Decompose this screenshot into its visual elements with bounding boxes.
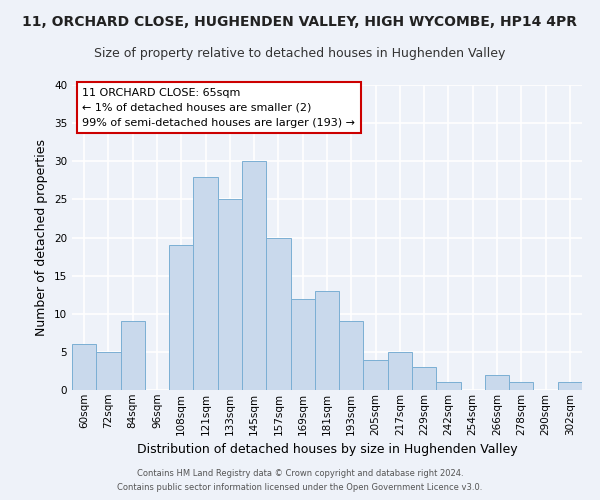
Bar	[96, 352, 121, 390]
Text: 11 ORCHARD CLOSE: 65sqm
← 1% of detached houses are smaller (2)
99% of semi-deta: 11 ORCHARD CLOSE: 65sqm ← 1% of detached…	[82, 88, 355, 128]
Bar	[558, 382, 582, 390]
Bar	[290, 298, 315, 390]
Bar	[266, 238, 290, 390]
Text: Size of property relative to detached houses in Hughenden Valley: Size of property relative to detached ho…	[94, 48, 506, 60]
Bar	[436, 382, 461, 390]
Bar	[218, 200, 242, 390]
Bar	[339, 322, 364, 390]
Text: Contains HM Land Registry data © Crown copyright and database right 2024.: Contains HM Land Registry data © Crown c…	[137, 468, 463, 477]
Bar	[169, 245, 193, 390]
Bar	[485, 375, 509, 390]
Bar	[193, 176, 218, 390]
Bar	[242, 161, 266, 390]
X-axis label: Distribution of detached houses by size in Hughenden Valley: Distribution of detached houses by size …	[137, 443, 517, 456]
Bar	[412, 367, 436, 390]
Text: 11, ORCHARD CLOSE, HUGHENDEN VALLEY, HIGH WYCOMBE, HP14 4PR: 11, ORCHARD CLOSE, HUGHENDEN VALLEY, HIG…	[23, 15, 577, 29]
Bar	[121, 322, 145, 390]
Bar	[509, 382, 533, 390]
Y-axis label: Number of detached properties: Number of detached properties	[35, 139, 49, 336]
Bar	[364, 360, 388, 390]
Bar	[315, 291, 339, 390]
Text: Contains public sector information licensed under the Open Government Licence v3: Contains public sector information licen…	[118, 484, 482, 492]
Bar	[388, 352, 412, 390]
Bar	[72, 344, 96, 390]
